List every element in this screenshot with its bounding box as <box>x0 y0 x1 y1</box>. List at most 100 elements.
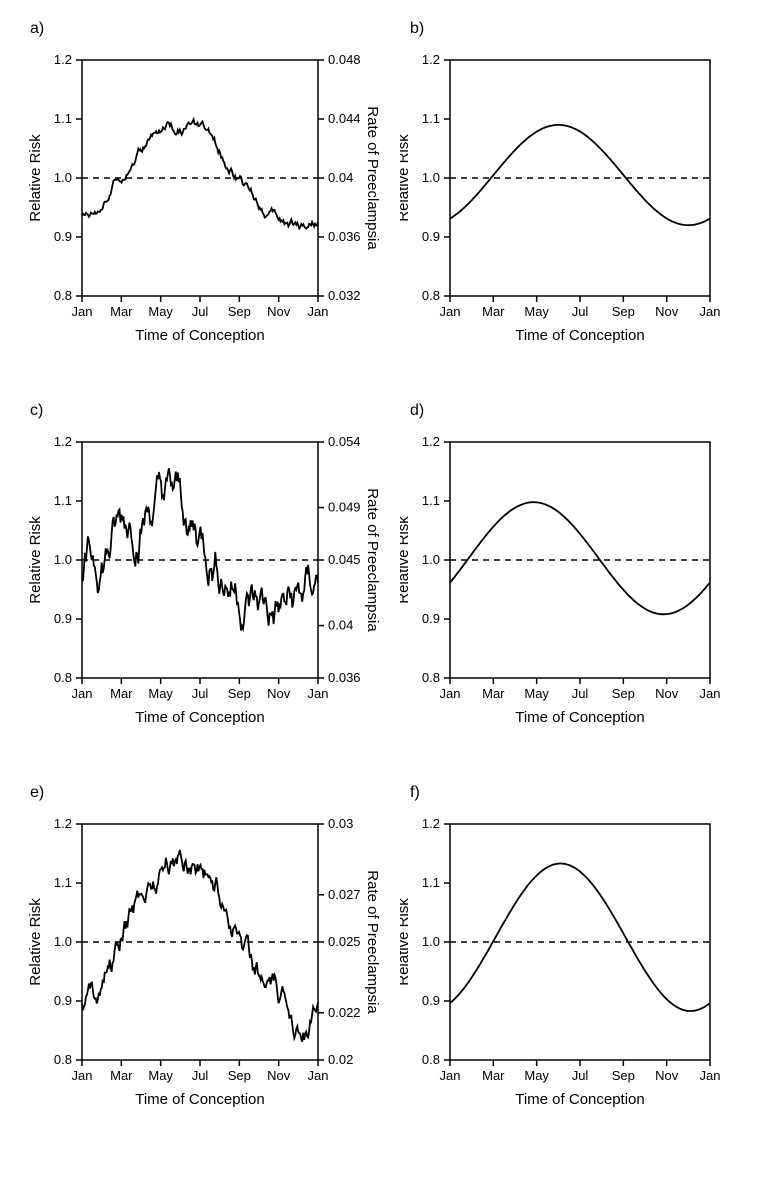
panel-a: a) 0.80.91.01.11.20.0320.0360.040.0440.0… <box>20 20 380 372</box>
chart-grid: a) 0.8 0.9 1.0 1.1 1.2 0.032 0.036 0.04 0.044 0.0… <box>20 20 760 1136</box>
chart-e: 0.80.91.01.11.20.020.0220.0250.0270.03Ra… <box>20 806 380 1136</box>
chart-c: 0.8 0.9 1.0 1.1 1.2 0.036 0.04 0.045 0.049 0.054 R… <box>20 424 380 754</box>
svg-text:0.8: 0.8 <box>422 288 440 303</box>
panel-f: f) 0.80.91.01.11.2JanMarMayJulSepNovJanT… <box>400 784 760 1136</box>
svg-text:Jan: Jan <box>440 686 461 701</box>
svg-text:Jul: Jul <box>572 304 589 319</box>
svg-text:0.9: 0.9 <box>54 611 72 626</box>
svg-text:Jul: Jul <box>192 304 209 319</box>
svg-text:Mar: Mar <box>110 304 133 319</box>
svg-text:May: May <box>524 304 549 319</box>
panel-b: b) 0.80.91.01.11.2JanMarMayJulSepNovJanT… <box>400 20 760 372</box>
panel-label-a: a) <box>30 20 380 38</box>
svg-text:0.9: 0.9 <box>422 993 440 1008</box>
svg-text:1.2: 1.2 <box>54 52 72 67</box>
svg-text:Time of Conception: Time of Conception <box>515 1091 645 1108</box>
svg-text:Rate of Preeclampsia: Rate of Preeclampsia <box>364 870 380 1014</box>
svg-text:1.0: 1.0 <box>54 552 72 567</box>
svg-text:Mar: Mar <box>482 304 505 319</box>
svg-text:Nov: Nov <box>267 304 291 319</box>
panel-d: d) 0.80.91.01.11.2JanMarMayJulSepNovJanT… <box>400 402 760 754</box>
svg-text:Jan: Jan <box>308 686 329 701</box>
svg-text:Relative Risk: Relative Risk <box>27 134 44 222</box>
svg-text:0.032: 0.032 <box>328 288 361 303</box>
svg-text:Time of Conception: Time of Conception <box>135 327 265 344</box>
svg-text:0.9: 0.9 <box>54 993 72 1008</box>
svg-text:1.0: 1.0 <box>422 934 440 949</box>
svg-text:Nov: Nov <box>655 1068 679 1083</box>
panel-label-c: c) <box>30 402 380 420</box>
svg-text:1.2: 1.2 <box>422 816 440 831</box>
svg-text:Jan: Jan <box>308 1068 329 1083</box>
svg-text:1.0: 1.0 <box>54 170 72 185</box>
svg-text:0.025: 0.025 <box>328 934 361 949</box>
svg-text:0.9: 0.9 <box>422 229 440 244</box>
svg-text:Time of Conception: Time of Conception <box>515 709 645 726</box>
svg-text:Mar: Mar <box>110 686 133 701</box>
chart-d: 0.80.91.01.11.2JanMarMayJulSepNovJanTime… <box>400 424 760 754</box>
svg-text:Sep: Sep <box>228 304 251 319</box>
svg-text:0.8: 0.8 <box>422 1052 440 1067</box>
svg-text:Time of Conception: Time of Conception <box>135 709 265 726</box>
svg-text:0.8: 0.8 <box>54 670 72 685</box>
svg-text:0.054: 0.054 <box>328 434 361 449</box>
svg-text:Relative Risk: Relative Risk <box>27 516 44 604</box>
svg-text:1.2: 1.2 <box>422 434 440 449</box>
svg-text:0.044: 0.044 <box>328 111 361 126</box>
svg-text:Jan: Jan <box>700 686 721 701</box>
svg-text:0.8: 0.8 <box>422 670 440 685</box>
svg-text:Jan: Jan <box>700 1068 721 1083</box>
svg-text:Nov: Nov <box>267 686 291 701</box>
svg-text:Time of Conception: Time of Conception <box>515 327 645 344</box>
svg-text:Sep: Sep <box>228 1068 251 1083</box>
svg-text:Jan: Jan <box>700 304 721 319</box>
panel-label-b: b) <box>410 20 760 38</box>
svg-text:Jul: Jul <box>572 1068 589 1083</box>
svg-text:0.03: 0.03 <box>328 816 353 831</box>
svg-text:Mar: Mar <box>482 1068 505 1083</box>
panel-label-d: d) <box>410 402 760 420</box>
svg-text:1.0: 1.0 <box>54 934 72 949</box>
svg-text:May: May <box>524 1068 549 1083</box>
svg-text:1.2: 1.2 <box>54 816 72 831</box>
svg-text:May: May <box>524 686 549 701</box>
svg-text:1.2: 1.2 <box>422 52 440 67</box>
svg-text:Rate of Preeclampsia: Rate of Preeclampsia <box>364 488 380 632</box>
svg-text:Sep: Sep <box>612 686 635 701</box>
svg-text:Jan: Jan <box>440 1068 461 1083</box>
svg-text:Sep: Sep <box>228 686 251 701</box>
svg-text:Mar: Mar <box>482 686 505 701</box>
svg-text:0.9: 0.9 <box>54 229 72 244</box>
chart-a: 0.80.91.01.11.20.0320.0360.040.0440.048R… <box>20 42 380 372</box>
svg-text:Time of Conception: Time of Conception <box>135 1091 265 1108</box>
svg-text:0.04: 0.04 <box>328 170 353 185</box>
svg-text:May: May <box>148 1068 173 1083</box>
svg-text:0.8: 0.8 <box>54 1052 72 1067</box>
svg-text:1.1: 1.1 <box>54 493 72 508</box>
chart-b: 0.80.91.01.11.2JanMarMayJulSepNovJanTime… <box>400 42 760 372</box>
svg-text:Jul: Jul <box>192 686 209 701</box>
svg-text:0.8: 0.8 <box>54 288 72 303</box>
svg-text:0.9: 0.9 <box>422 611 440 626</box>
svg-text:Jan: Jan <box>72 304 93 319</box>
svg-text:0.036: 0.036 <box>328 670 361 685</box>
svg-text:Nov: Nov <box>655 686 679 701</box>
svg-text:1.1: 1.1 <box>54 111 72 126</box>
svg-text:0.049: 0.049 <box>328 500 361 515</box>
svg-text:1.0: 1.0 <box>422 552 440 567</box>
svg-text:Jul: Jul <box>572 686 589 701</box>
svg-text:May: May <box>148 304 173 319</box>
svg-text:Rate of Preeclampsia: Rate of Preeclampsia <box>364 106 380 250</box>
svg-text:Relative Risk: Relative Risk <box>400 898 412 986</box>
svg-text:0.02: 0.02 <box>328 1052 353 1067</box>
svg-text:Jan: Jan <box>72 1068 93 1083</box>
svg-text:Jan: Jan <box>72 686 93 701</box>
svg-text:1.2: 1.2 <box>54 434 72 449</box>
svg-text:Jul: Jul <box>192 1068 209 1083</box>
svg-text:Relative Risk: Relative Risk <box>400 516 412 604</box>
svg-text:0.048: 0.048 <box>328 52 361 67</box>
svg-text:1.1: 1.1 <box>422 875 440 890</box>
svg-text:1.1: 1.1 <box>422 111 440 126</box>
svg-text:0.045: 0.045 <box>328 552 361 567</box>
svg-text:0.04: 0.04 <box>328 618 353 633</box>
